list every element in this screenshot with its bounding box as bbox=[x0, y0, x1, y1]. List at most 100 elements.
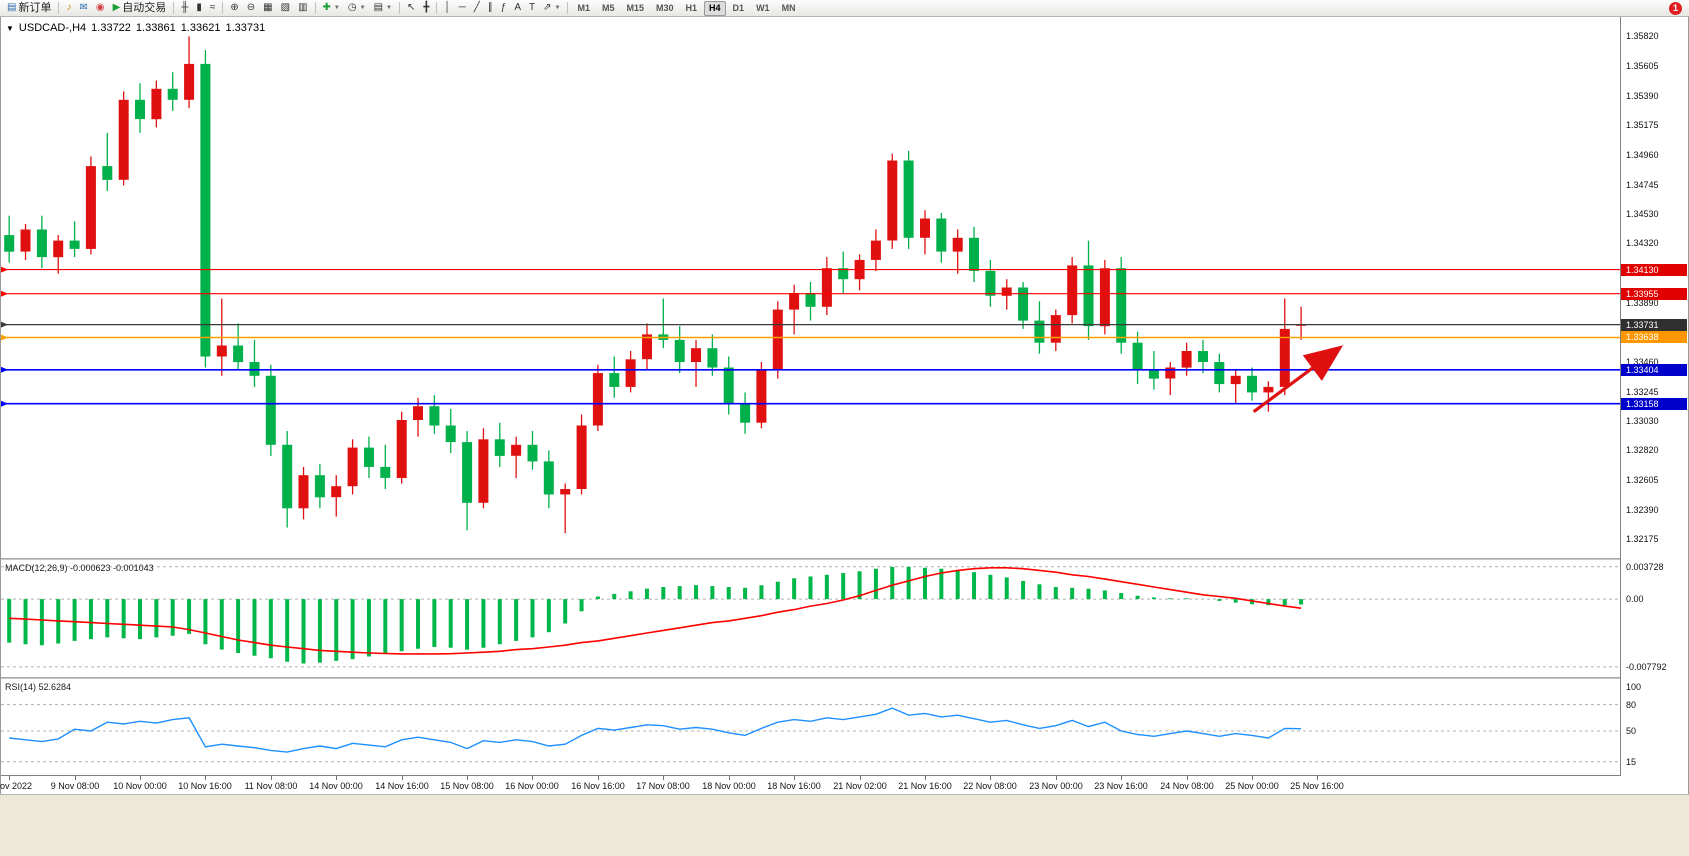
time-label: 17 Nov 08:00 bbox=[636, 781, 690, 791]
trendline-button[interactable]: ╱ bbox=[470, 1, 484, 16]
line-left-marker bbox=[1, 366, 8, 373]
line-chart-icon: ≈ bbox=[209, 2, 216, 13]
toolbar-separator bbox=[567, 2, 569, 14]
time-tick bbox=[1252, 776, 1253, 780]
time-label: 21 Nov 16:00 bbox=[898, 781, 952, 791]
time-tick bbox=[205, 776, 206, 780]
arrange-icons-button[interactable]: ▥ bbox=[294, 1, 311, 16]
timeframe-d1[interactable]: D1 bbox=[732, 2, 745, 13]
chart-window: ▼ USDCAD-,H4 1.33722 1.33861 1.33621 1.3… bbox=[0, 17, 1689, 794]
cursor-icon: ↖ bbox=[406, 2, 416, 13]
zoom-out-button[interactable]: ⊖ bbox=[243, 1, 259, 16]
text-button[interactable]: A bbox=[510, 1, 525, 16]
high-value: 1.33861 bbox=[135, 22, 176, 34]
timeframe-m15[interactable]: M15 bbox=[626, 2, 644, 13]
time-tick bbox=[271, 776, 272, 780]
macd-panel[interactable] bbox=[1, 560, 1620, 677]
price-scale[interactable]: 1.35820 1.35605 1.35390 1.35175 1.34960 1.347… bbox=[1621, 17, 1689, 775]
line-chart-button[interactable]: ≈ bbox=[206, 1, 220, 16]
news-button[interactable]: ◉ bbox=[92, 1, 109, 16]
vertical-line-button[interactable]: │ bbox=[440, 1, 454, 16]
periods-button[interactable]: ◷ ▼ bbox=[344, 1, 370, 16]
symbol-period-label: USDCAD-,H4 bbox=[18, 22, 87, 34]
panel-splitter[interactable] bbox=[1, 677, 1620, 679]
periods-icon: ◷ bbox=[347, 2, 357, 13]
open-value: 1.33722 bbox=[91, 22, 131, 34]
horizontal-line-button[interactable]: ─ bbox=[455, 1, 470, 16]
indicators-button[interactable]: ✚ ▼ bbox=[319, 1, 344, 16]
price-scale-border bbox=[1620, 17, 1621, 775]
timeframe-m30[interactable]: M30 bbox=[656, 2, 674, 13]
time-tick bbox=[402, 776, 403, 780]
timeframe-h4[interactable]: H4 bbox=[704, 0, 726, 16]
time-tick bbox=[1187, 776, 1188, 780]
line-left-marker bbox=[1, 334, 8, 341]
time-label: 16 Nov 16:00 bbox=[571, 781, 625, 791]
notification-badge[interactable]: 1 bbox=[1669, 1, 1682, 15]
rsi-line bbox=[9, 707, 1302, 753]
equidistant-channel-icon: ∥ bbox=[487, 2, 493, 13]
chevron-down-icon: ▼ bbox=[386, 5, 392, 11]
toolbar-separator bbox=[436, 2, 438, 14]
zoom-out-icon: ⊖ bbox=[246, 2, 256, 13]
mailbox-button[interactable]: ✉ bbox=[75, 1, 91, 16]
rsi-panel[interactable] bbox=[1, 679, 1620, 775]
time-label: 22 Nov 08:00 bbox=[963, 781, 1017, 791]
time-tick bbox=[467, 776, 468, 780]
autotrading-button[interactable]: ▶ 自动交易 bbox=[109, 1, 171, 16]
autotrading-button-label: 自动交易 bbox=[122, 2, 167, 14]
symbol-dropdown-icon[interactable]: ▼ bbox=[6, 23, 14, 33]
bar-chart-button[interactable]: ╫ bbox=[177, 1, 192, 16]
rsi-scale-tick: 50 bbox=[1626, 726, 1637, 736]
news-icon: ◉ bbox=[95, 2, 105, 13]
price-badge: 1.33638 bbox=[1621, 331, 1687, 343]
sound-alerts-button[interactable]: ♪ bbox=[62, 1, 75, 16]
zoom-in-button[interactable]: ⊕ bbox=[226, 1, 242, 16]
price-tick: 1.32390 bbox=[1626, 505, 1659, 515]
arrange-icons-icon: ▥ bbox=[298, 2, 308, 13]
time-tick bbox=[75, 776, 76, 780]
line-left-marker bbox=[1, 266, 8, 273]
toolbar-separator bbox=[173, 2, 175, 14]
new-order-button[interactable]: ▤ 新订单 bbox=[3, 1, 55, 16]
candles bbox=[4, 36, 1307, 534]
time-label: 15 Nov 08:00 bbox=[440, 781, 494, 791]
time-tick bbox=[9, 776, 10, 780]
timeframe-m5[interactable]: M5 bbox=[601, 2, 615, 13]
time-label: 11 Nov 08:00 bbox=[244, 781, 298, 791]
macd-scale-tick: 0.00 bbox=[1626, 594, 1644, 604]
price-tick: 1.33245 bbox=[1626, 387, 1659, 397]
zoom-in-icon: ⊕ bbox=[230, 2, 239, 13]
panel-splitter[interactable] bbox=[1, 558, 1620, 560]
cascade-windows-button[interactable]: ▧ bbox=[277, 1, 294, 16]
main-price-chart[interactable] bbox=[1, 17, 1620, 558]
arrows-button[interactable]: ⇗ ▼ bbox=[539, 1, 564, 16]
time-label: 16 Nov 00:00 bbox=[505, 781, 559, 791]
toolbar: ▤ 新订单 ♪ ✉ ◉ ▶ 自动交易 ╫ ▮ ≈ ⊕ ⊖ ▦ ▧ ▥ ✚ ▼ ◷ ▼ ▤ ▼ ↖ ╋ │ ─ ╱ ∥ ƒ A T ⇗ ▼ M1 M… bbox=[0, 0, 1689, 17]
templates-button[interactable]: ▤ ▼ bbox=[370, 1, 396, 16]
cursor-button[interactable]: ↖ bbox=[403, 1, 419, 16]
trend-arrow-object[interactable] bbox=[1252, 345, 1344, 413]
equidistant-channel-button[interactable]: ∥ bbox=[484, 1, 497, 16]
candlestick-chart-button[interactable]: ▮ bbox=[192, 1, 206, 16]
tile-windows-button[interactable]: ▦ bbox=[259, 1, 276, 16]
timeframe-w1[interactable]: W1 bbox=[756, 2, 770, 13]
macd-scale-tick: -0.007792 bbox=[1626, 662, 1667, 672]
time-label: 18 Nov 00:00 bbox=[702, 781, 756, 791]
candlestick-chart-icon: ▮ bbox=[196, 2, 202, 13]
time-label: 18 Nov 16:00 bbox=[767, 781, 821, 791]
timeframe-mn[interactable]: MN bbox=[781, 2, 796, 13]
text-label-button[interactable]: T bbox=[525, 1, 539, 16]
time-axis[interactable]: 8 Nov 2022 9 Nov 08:00 10 Nov 00:00 10 Nov … bbox=[0, 775, 1621, 794]
horizontal-line-icon: ─ bbox=[458, 2, 466, 13]
timeframe-h1[interactable]: H1 bbox=[685, 2, 698, 13]
timeframe-m1[interactable]: M1 bbox=[577, 2, 590, 13]
time-label: 24 Nov 08:00 bbox=[1160, 781, 1214, 791]
chevron-down-icon: ▼ bbox=[359, 5, 366, 11]
cascade-windows-icon: ▧ bbox=[280, 2, 291, 13]
time-tick bbox=[532, 776, 533, 780]
fibonacci-button[interactable]: ƒ bbox=[497, 1, 511, 16]
price-tick: 1.33460 bbox=[1626, 357, 1659, 367]
crosshair-button[interactable]: ╋ bbox=[419, 1, 433, 16]
